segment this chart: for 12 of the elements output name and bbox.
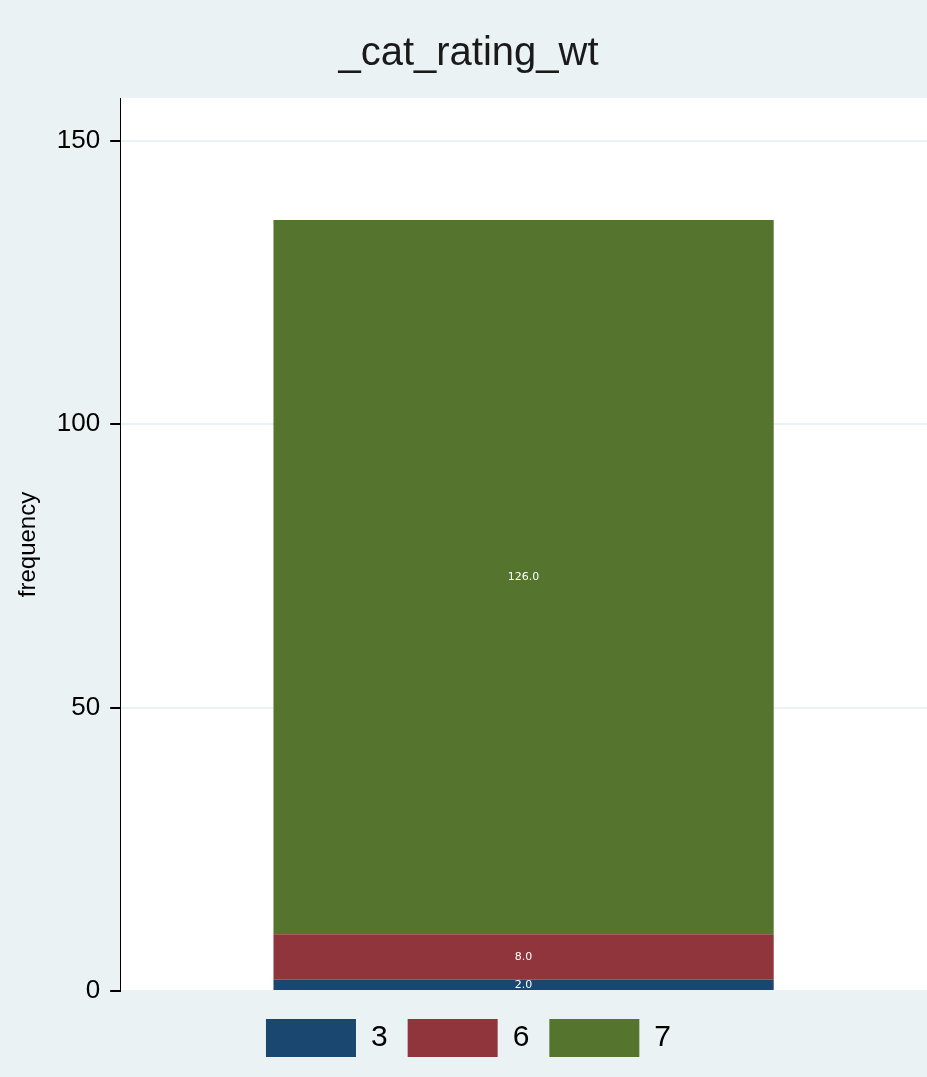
legend-label: 6 <box>512 1019 530 1053</box>
y-tick-label: 100 <box>56 407 101 438</box>
data-label: 126.0 <box>507 569 540 583</box>
y-tick-label: 150 <box>56 123 101 154</box>
chart-title: _cat_rating_wt <box>337 29 599 74</box>
data-label: 8.0 <box>514 949 533 963</box>
y-axis-title: frequency <box>13 491 41 598</box>
y-tick-label: 0 <box>85 974 101 1005</box>
y-tick-label: 50 <box>71 690 101 721</box>
legend-label: 7 <box>654 1019 672 1053</box>
legend-label: 3 <box>370 1019 388 1053</box>
data-label: 2.0 <box>514 977 533 991</box>
